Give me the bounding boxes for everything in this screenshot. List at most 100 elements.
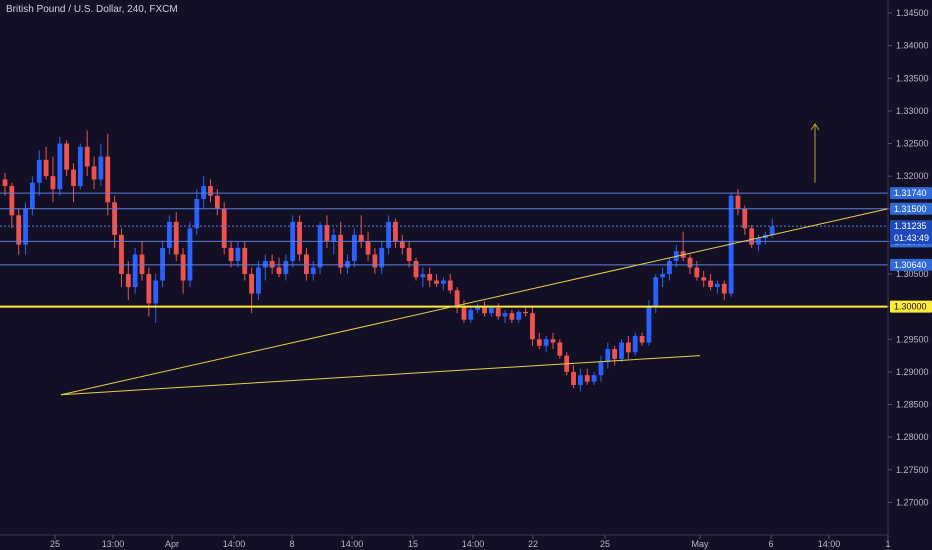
candle (687, 254, 693, 275)
candle-body (304, 254, 309, 275)
candle (482, 301, 487, 317)
candle (468, 306, 474, 323)
candle-body (139, 254, 145, 275)
candle-body (317, 225, 323, 268)
candle (338, 221, 344, 275)
candle (427, 267, 433, 288)
candle (16, 208, 22, 255)
candle (132, 247, 138, 294)
candle (619, 339, 624, 363)
candle-body (612, 349, 618, 359)
candle-body (30, 182, 35, 209)
candle (413, 257, 419, 281)
candle (632, 332, 638, 356)
trendline[interactable] (60, 208, 889, 396)
candle (351, 228, 357, 268)
candle (488, 306, 494, 317)
candle-body (276, 267, 282, 275)
candle (557, 339, 563, 359)
candle-body (372, 254, 378, 268)
candle-body (256, 267, 261, 294)
candle (578, 368, 583, 392)
arrow-up-head (810, 123, 820, 131)
drawings-layer[interactable] (60, 123, 889, 396)
time-tick-label: 14:00 (341, 539, 364, 549)
levels-layer[interactable] (0, 192, 888, 308)
trendline[interactable] (60, 355, 701, 396)
time-axis[interactable]: 25 13:00 Apr 14:00 8 14:00 15 14:00 22 25 May 6 14:0… (0, 534, 891, 549)
candle (454, 287, 460, 314)
candle (201, 176, 207, 209)
candle (406, 241, 412, 268)
candle-body (331, 234, 337, 242)
candle-body (557, 342, 563, 356)
candle (708, 274, 713, 291)
candle-body (571, 371, 576, 385)
time-tick-label: 14:00 (462, 539, 485, 549)
candle-body (214, 195, 220, 209)
candle-body (646, 306, 652, 343)
candle-body (105, 156, 111, 203)
time-tick-label: 14:00 (223, 539, 246, 549)
candle (516, 309, 522, 323)
price-tick-label: 1.27500 (896, 465, 929, 475)
candle (36, 150, 42, 196)
current-price-label: 1.31235 (894, 221, 927, 231)
candle-body (468, 309, 474, 320)
candle-body (365, 241, 371, 255)
candle-body (427, 274, 433, 281)
candle-body (482, 306, 487, 314)
price-axis[interactable]: 1.34500 1.34000 1.33500 1.33000 1.32500 1.320… (887, 0, 929, 550)
candle-body (619, 342, 624, 359)
candle (639, 332, 645, 346)
candle (393, 218, 398, 248)
level-price-label: 1.31500 (894, 204, 927, 214)
candle-body (687, 257, 693, 268)
candle-body (488, 307, 494, 314)
price-tick-label: 1.28000 (896, 432, 929, 442)
candle-body (310, 267, 316, 275)
candle-body (550, 339, 556, 343)
candle-body (625, 342, 631, 353)
candle-body (399, 241, 405, 248)
candle-body (475, 306, 481, 310)
candle-body (84, 146, 90, 167)
time-tick-label: 1 (885, 539, 890, 549)
level-price-label-bg (890, 187, 932, 200)
candle-body (16, 215, 22, 245)
candle (23, 202, 28, 255)
candle-body (125, 274, 131, 288)
candle-body (523, 311, 528, 314)
candle-body (543, 339, 549, 346)
candle-body (721, 283, 727, 294)
candle-body (434, 280, 439, 284)
candle (530, 306, 535, 346)
price-tick-label: 1.32500 (896, 139, 929, 149)
candle-body (653, 277, 659, 307)
time-tick-label: May (691, 539, 709, 549)
candle (399, 234, 405, 255)
price-tick-label: 1.33000 (896, 106, 929, 116)
candle-body (701, 277, 707, 281)
candle (324, 215, 330, 248)
candle-body (187, 228, 193, 281)
level-price-label-bg (890, 202, 932, 215)
candle (721, 280, 727, 301)
candle-body (98, 156, 104, 180)
candle (434, 274, 439, 288)
candle (345, 254, 350, 275)
candle-body (639, 336, 645, 343)
candle-body (43, 159, 49, 177)
candle-body (50, 176, 56, 190)
countdown-label: 01:43:49 (894, 233, 929, 243)
candle (379, 241, 385, 275)
candle (420, 267, 426, 288)
candle-body (146, 274, 152, 304)
time-tick-label: Apr (165, 539, 179, 549)
candle (523, 306, 528, 317)
candle (625, 336, 631, 359)
candle (180, 247, 186, 294)
candle (221, 202, 227, 255)
candle (550, 332, 556, 350)
